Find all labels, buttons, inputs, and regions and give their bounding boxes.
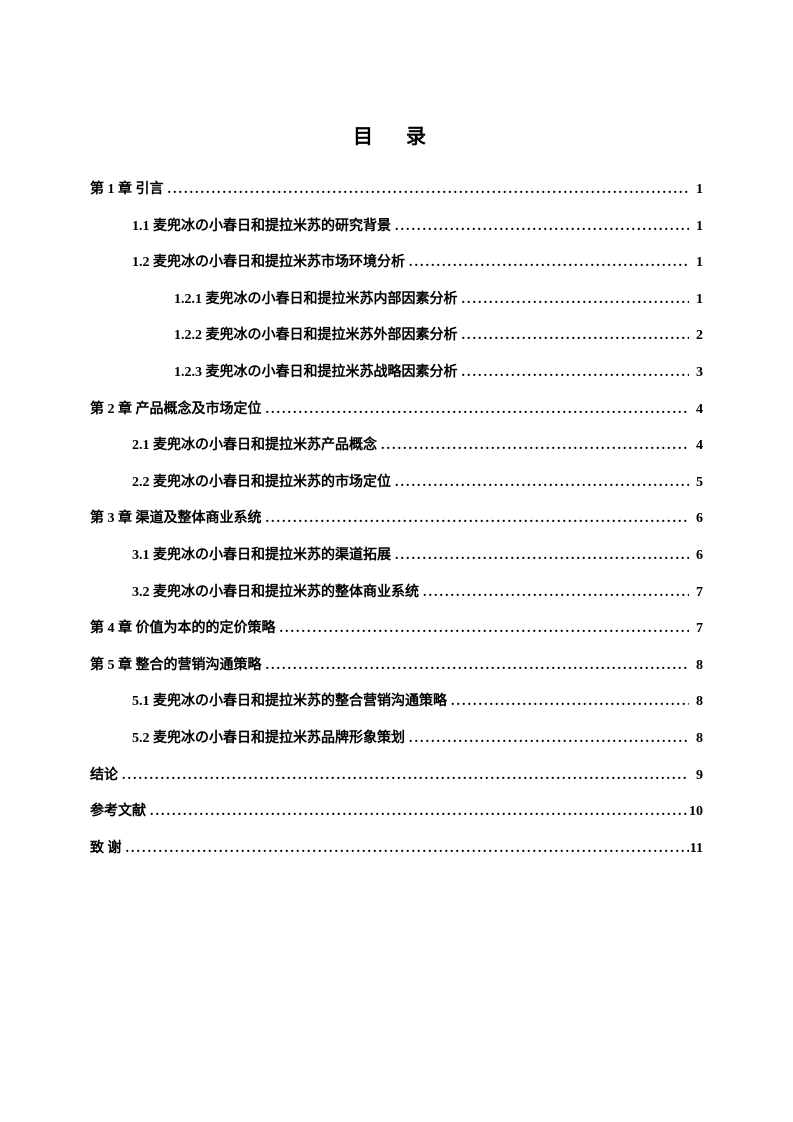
toc-entry: 致 谢 11 [90,836,703,863]
toc-dot-leader [419,580,689,607]
toc-entry-label: 结论 [90,763,118,790]
toc-dot-leader [118,763,689,790]
toc-entry-page: 8 [689,653,703,680]
toc-entry-label: 1.1 麦兜冰の小春日和提拉米苏的研究背景 [132,214,391,241]
toc-dot-leader [405,726,689,753]
toc-entry-page: 1 [689,287,703,314]
toc-dot-leader [391,214,689,241]
toc-entry-page: 2 [689,323,703,350]
toc-entry-page: 1 [689,177,703,204]
page-container: 目 录 第 1 章 引言11.1 麦兜冰の小春日和提拉米苏的研究背景11.2 麦… [0,0,793,862]
toc-entry: 1.2.2 麦兜冰の小春日和提拉米苏外部因素分析 2 [174,323,703,350]
toc-dot-leader [405,250,689,277]
toc-dot-leader [447,689,689,716]
toc-dot-leader [391,470,689,497]
toc-entry-page: 1 [689,250,703,277]
toc-entry-page: 4 [689,433,703,460]
toc-dot-leader [146,799,689,826]
toc-entry: 1.2.1 麦兜冰の小春日和提拉米苏内部因素分析 1 [174,287,703,314]
toc-entry-label: 第 3 章 渠道及整体商业系统 [90,506,262,533]
toc-list: 第 1 章 引言11.1 麦兜冰の小春日和提拉米苏的研究背景11.2 麦兜冰の小… [90,177,703,862]
toc-entry-page: 1 [689,214,703,241]
toc-dot-leader [391,543,689,570]
toc-entry-page: 6 [689,543,703,570]
toc-entry-label: 1.2.2 麦兜冰の小春日和提拉米苏外部因素分析 [174,323,458,350]
toc-entry: 第 1 章 引言 1 [90,177,703,204]
toc-dot-leader [377,433,689,460]
toc-dot-leader [262,653,690,680]
toc-entry: 1.1 麦兜冰の小春日和提拉米苏的研究背景 1 [132,214,703,241]
toc-entry: 5.1 麦兜冰の小春日和提拉米苏的整合营销沟通策略 8 [132,689,703,716]
toc-entry: 2.1 麦兜冰の小春日和提拉米苏产品概念 4 [132,433,703,460]
toc-entry-page: 3 [689,360,703,387]
toc-entry-label: 参考文献 [90,799,146,826]
toc-entry-label: 1.2.1 麦兜冰の小春日和提拉米苏内部因素分析 [174,287,458,314]
toc-entry: 结论 9 [90,763,703,790]
toc-entry-label: 1.2 麦兜冰の小春日和提拉米苏市场环境分析 [132,250,405,277]
toc-entry-page: 4 [689,397,703,424]
toc-entry-label: 5.2 麦兜冰の小春日和提拉米苏品牌形象策划 [132,726,405,753]
toc-entry-page: 9 [689,763,703,790]
toc-entry-page: 8 [689,726,703,753]
toc-entry-page: 11 [689,836,703,863]
toc-entry-label: 2.2 麦兜冰の小春日和提拉米苏的市场定位 [132,470,391,497]
toc-entry-label: 第 2 章 产品概念及市场定位 [90,397,262,424]
toc-dot-leader [262,397,690,424]
toc-entry-page: 10 [689,799,703,826]
toc-dot-leader [458,360,690,387]
toc-dot-leader [276,616,690,643]
toc-entry-page: 7 [689,616,703,643]
toc-entry: 3.2 麦兜冰の小春日和提拉米苏的整体商业系统 7 [132,580,703,607]
toc-entry-label: 第 4 章 价值为本的的定价策略 [90,616,276,643]
toc-entry: 第 4 章 价值为本的的定价策略 7 [90,616,703,643]
toc-dot-leader [458,287,690,314]
toc-dot-leader [262,506,690,533]
toc-entry-label: 2.1 麦兜冰の小春日和提拉米苏产品概念 [132,433,377,460]
toc-entry-page: 5 [689,470,703,497]
toc-entry-label: 致 谢 [90,836,122,863]
toc-entry-label: 1.2.3 麦兜冰の小春日和提拉米苏战略因素分析 [174,360,458,387]
toc-entry: 第 5 章 整合的营销沟通策略 8 [90,653,703,680]
toc-entry: 参考文献 10 [90,799,703,826]
toc-entry: 3.1 麦兜冰の小春日和提拉米苏的渠道拓展 6 [132,543,703,570]
toc-entry-page: 7 [689,580,703,607]
toc-entry: 1.2.3 麦兜冰の小春日和提拉米苏战略因素分析 3 [174,360,703,387]
toc-entry-label: 第 1 章 引言 [90,177,164,204]
toc-dot-leader [458,323,690,350]
toc-entry-page: 6 [689,506,703,533]
toc-entry-label: 3.1 麦兜冰の小春日和提拉米苏的渠道拓展 [132,543,391,570]
toc-dot-leader [122,836,690,863]
toc-dot-leader [164,177,690,204]
toc-entry: 第 2 章 产品概念及市场定位 4 [90,397,703,424]
toc-entry: 2.2 麦兜冰の小春日和提拉米苏的市场定位 5 [132,470,703,497]
toc-entry-page: 8 [689,689,703,716]
toc-title: 目 录 [90,120,703,149]
toc-entry-label: 5.1 麦兜冰の小春日和提拉米苏的整合营销沟通策略 [132,689,447,716]
toc-entry-label: 第 5 章 整合的营销沟通策略 [90,653,262,680]
toc-entry: 1.2 麦兜冰の小春日和提拉米苏市场环境分析 1 [132,250,703,277]
toc-entry: 5.2 麦兜冰の小春日和提拉米苏品牌形象策划 8 [132,726,703,753]
toc-entry: 第 3 章 渠道及整体商业系统 6 [90,506,703,533]
toc-entry-label: 3.2 麦兜冰の小春日和提拉米苏的整体商业系统 [132,580,419,607]
